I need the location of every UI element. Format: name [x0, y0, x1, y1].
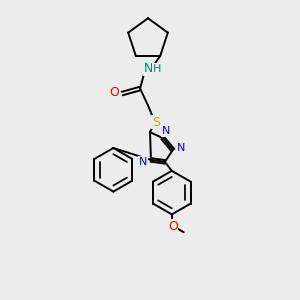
Text: H: H — [153, 64, 161, 74]
Text: N: N — [162, 126, 170, 136]
Text: N: N — [143, 62, 153, 75]
Text: O: O — [110, 86, 119, 99]
Text: N: N — [176, 143, 185, 153]
Text: O: O — [168, 220, 178, 233]
Text: N: N — [139, 157, 147, 167]
Text: S: S — [152, 116, 160, 129]
